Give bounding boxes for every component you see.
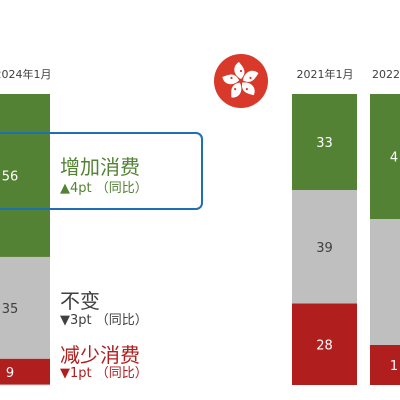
- bar-0-decrease: [0, 358, 50, 385]
- legend-unchanged-change: ▼3pt （同比）: [60, 313, 148, 328]
- legend-decrease-change: ▼1pt （同比）: [60, 366, 148, 381]
- bar-0-increase: [0, 94, 50, 257]
- bar-2-unchanged: [370, 219, 400, 345]
- data-label-1-increase: 33: [316, 136, 333, 151]
- data-label-1-unchanged: 39: [316, 241, 333, 256]
- highlight-box: [0, 132, 203, 210]
- bar-2-increase: [370, 94, 400, 219]
- data-label-2-increase: 4: [390, 151, 398, 166]
- data-label-0-unchanged: 35: [2, 302, 19, 317]
- category-label-2: 2022: [372, 68, 400, 81]
- bar-1-decrease: [292, 303, 357, 385]
- bar-1-unchanged: [292, 190, 357, 304]
- legend-decrease-name: 减少消费: [60, 343, 140, 367]
- category-label-1: 2021年1月: [297, 67, 354, 81]
- legend-unchanged-name: 不变: [60, 289, 100, 313]
- hong-kong-flag-icon: [214, 54, 268, 108]
- data-label-0-decrease: 9: [6, 366, 14, 381]
- legend-increase-change: ▲4pt （同比）: [60, 181, 148, 196]
- data-label-0-increase: 56: [2, 169, 19, 184]
- data-label-2-decrease: 1: [390, 359, 398, 374]
- category-label-0: 2024年1月: [0, 67, 52, 81]
- bar-0-unchanged: [0, 256, 50, 359]
- bar-1-increase: [292, 94, 357, 191]
- bar-2-decrease: [370, 345, 400, 385]
- data-label-1-decrease: 28: [316, 338, 333, 353]
- legend-increase-name: 增加消费: [60, 155, 140, 179]
